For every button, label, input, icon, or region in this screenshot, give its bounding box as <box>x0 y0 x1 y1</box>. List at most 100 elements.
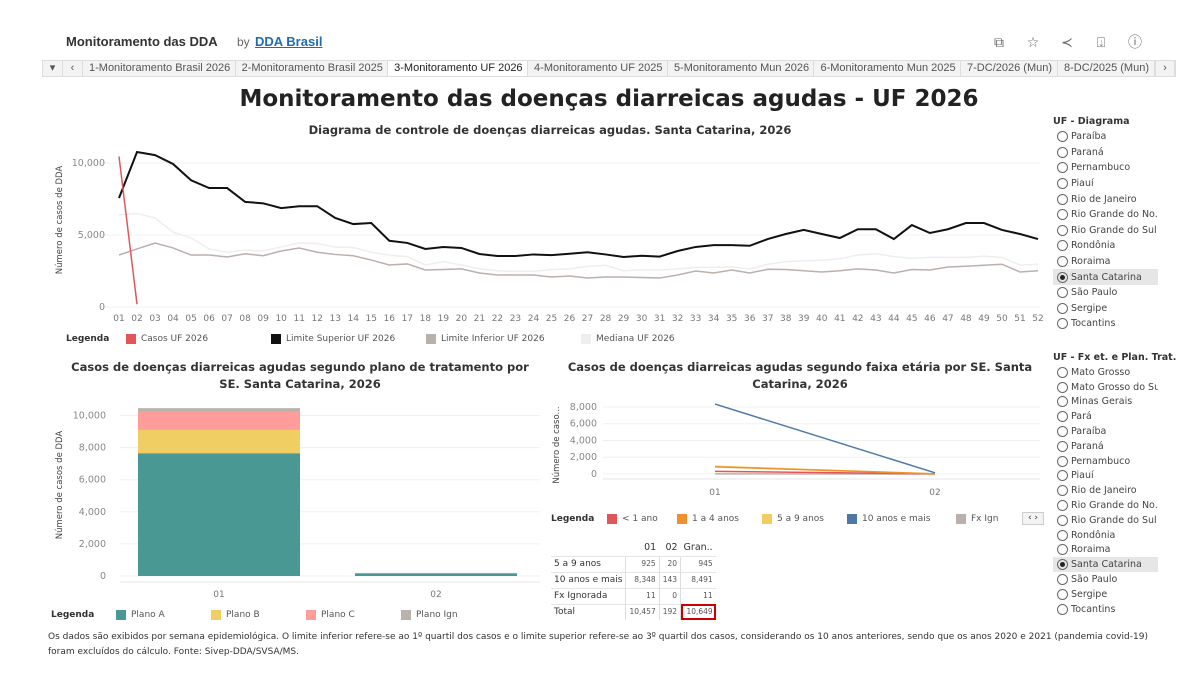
filter-option[interactable]: Tocantins <box>1053 316 1158 332</box>
tab-6[interactable]: 6-Monitoramento Mun 2025 <box>814 61 962 76</box>
series-line-limite-inferior-uf-2026[interactable] <box>118 242 1039 279</box>
bar-segment-plano-b[interactable] <box>138 429 300 454</box>
filter-option[interactable]: Rondônia <box>1053 238 1158 254</box>
legend-item[interactable]: Limite Superior UF 2026 <box>271 334 395 344</box>
filter-option[interactable]: Roraima <box>1053 543 1158 558</box>
filter-option[interactable]: Rio Grande do No... <box>1053 207 1158 223</box>
series-line--1-ano[interactable] <box>714 470 936 475</box>
legend-item[interactable]: Plano C <box>306 610 355 620</box>
bar-segment-plano-ign[interactable] <box>138 408 300 412</box>
filter-option[interactable]: Santa Catarina <box>1053 557 1158 573</box>
filter-option[interactable]: Mato Grosso do Sul <box>1053 380 1158 395</box>
legend-item[interactable]: Mediana UF 2026 <box>581 334 675 344</box>
filter-option[interactable]: Roraima <box>1053 254 1158 270</box>
radio-icon[interactable] <box>1057 603 1068 615</box>
age-chart[interactable]: 0 2,000 4,000 6,000 8,000 Número de caso... 01… <box>545 395 1040 500</box>
series-line-1-a-4-anos[interactable] <box>714 466 936 475</box>
tab-4[interactable]: 4-Monitoramento UF 2025 <box>528 61 668 76</box>
tab-3[interactable]: 3-Monitoramento UF 2026 <box>388 61 529 76</box>
tab-7[interactable]: 7-DC/2026 (Mun) <box>961 61 1059 76</box>
legend-item[interactable]: Plano A <box>116 610 165 620</box>
radio-icon[interactable] <box>1057 426 1068 438</box>
bar-segment-plano-c[interactable] <box>138 411 300 430</box>
radio-icon[interactable] <box>1057 470 1068 482</box>
radio-icon[interactable] <box>1057 411 1068 423</box>
filter-option[interactable]: Paraíba <box>1053 129 1158 145</box>
radio-icon[interactable] <box>1057 256 1068 268</box>
radio-icon[interactable] <box>1057 366 1068 378</box>
plan-chart[interactable]: 0 2,000 4,000 6,000 8,000 10,000 Número de cas… <box>40 400 540 605</box>
filter-option[interactable]: Rio de Janeiro <box>1053 483 1158 498</box>
filter-option[interactable]: Mato Grosso <box>1053 365 1158 380</box>
series-line-casos-uf-2026[interactable] <box>118 156 138 305</box>
filter-option[interactable]: Pará <box>1053 409 1158 424</box>
radio-icon[interactable] <box>1057 440 1068 452</box>
radio-icon[interactable] <box>1057 514 1068 526</box>
radio-icon[interactable] <box>1057 287 1068 299</box>
author-link[interactable]: DDA Brasil <box>255 34 323 49</box>
legend-item[interactable]: Casos UF 2026 <box>126 334 208 344</box>
legend-item[interactable]: 5 a 9 anos <box>762 514 824 524</box>
filter-option[interactable]: Piauí <box>1053 469 1158 484</box>
filter-option[interactable]: Paraíba <box>1053 424 1158 439</box>
download-icon[interactable]: ⍗ <box>1096 35 1106 51</box>
filter-option[interactable]: Rio Grande do Sul <box>1053 513 1158 528</box>
radio-icon[interactable] <box>1057 574 1068 586</box>
radio-icon[interactable] <box>1057 302 1068 314</box>
legend-item[interactable]: 1 a 4 anos <box>677 514 739 524</box>
share-icon[interactable]: ≺ <box>1061 35 1073 51</box>
filter-option[interactable]: Rondônia <box>1053 528 1158 543</box>
filter-option[interactable]: Piauí <box>1053 176 1158 192</box>
info-icon[interactable]: ⓘ <box>1128 35 1142 51</box>
filter-option[interactable]: Pernambuco <box>1053 454 1158 469</box>
tabs-menu-button[interactable]: ▾ <box>43 61 63 76</box>
filter-option[interactable]: Santa Catarina <box>1053 269 1158 285</box>
control-chart[interactable]: 0 5,000 10,000 Número de casos de DDA 01 02 03… <box>40 140 1050 330</box>
filter-option[interactable]: São Paulo <box>1053 285 1158 301</box>
radio-icon[interactable] <box>1057 396 1068 408</box>
radio-icon[interactable] <box>1057 529 1068 541</box>
radio-icon[interactable] <box>1057 193 1068 205</box>
filter-option[interactable]: Pernambuco <box>1053 160 1158 176</box>
filter-option[interactable]: Rio Grande do No... <box>1053 498 1158 513</box>
filter-option[interactable]: Paraná <box>1053 439 1158 454</box>
radio-icon[interactable] <box>1057 209 1068 221</box>
filter-option[interactable]: Sergipe <box>1053 587 1158 602</box>
legend-item[interactable]: Plano Ign <box>401 610 458 620</box>
radio-icon[interactable] <box>1057 318 1068 330</box>
radio-icon[interactable] <box>1057 271 1068 283</box>
radio-icon[interactable] <box>1057 240 1068 252</box>
radio-icon[interactable] <box>1057 146 1068 158</box>
legend-item[interactable]: < 1 ano <box>607 514 658 524</box>
radio-icon[interactable] <box>1057 224 1068 236</box>
radio-icon[interactable] <box>1057 544 1068 556</box>
radio-icon[interactable] <box>1057 131 1068 143</box>
series-line-10-anos-e-mais[interactable] <box>714 403 936 474</box>
filter-option[interactable]: Tocantins <box>1053 602 1158 617</box>
tab-5[interactable]: 5-Monitoramento Mun 2026 <box>668 61 815 76</box>
legend-item[interactable]: Limite Inferior UF 2026 <box>426 334 545 344</box>
duplicate-icon[interactable]: ⧉ <box>994 35 1004 51</box>
tabs-prev-button[interactable]: ‹ <box>63 61 83 76</box>
legend-item[interactable]: Plano B <box>211 610 260 620</box>
series-line-limite-superior-uf-2026[interactable] <box>118 150 1039 259</box>
radio-icon[interactable] <box>1057 162 1068 174</box>
radio-icon[interactable] <box>1057 588 1068 600</box>
legend-item[interactable]: 10 anos e mais <box>847 514 930 524</box>
filter-option[interactable]: Paraná <box>1053 145 1158 161</box>
radio-icon[interactable] <box>1057 485 1068 497</box>
bar-segment-plano-a[interactable] <box>138 453 300 576</box>
legend-scroll-buttons[interactable]: ‹ › <box>1022 512 1044 525</box>
radio-icon[interactable] <box>1057 500 1068 512</box>
tab-8[interactable]: 8-DC/2025 (Mun) <box>1058 61 1155 76</box>
filter-option[interactable]: São Paulo <box>1053 572 1158 587</box>
bar-segment-plano-a[interactable] <box>355 573 517 576</box>
legend-item[interactable]: Fx Ign <box>956 514 998 524</box>
series-line-mediana-uf-2026[interactable] <box>118 212 1039 273</box>
radio-icon[interactable] <box>1057 381 1068 393</box>
star-icon[interactable]: ☆ <box>1026 35 1040 51</box>
radio-icon[interactable] <box>1057 178 1068 190</box>
filter-option[interactable]: Minas Gerais <box>1053 395 1158 410</box>
filter-option[interactable]: Sergipe <box>1053 301 1158 317</box>
radio-icon[interactable] <box>1057 455 1068 467</box>
